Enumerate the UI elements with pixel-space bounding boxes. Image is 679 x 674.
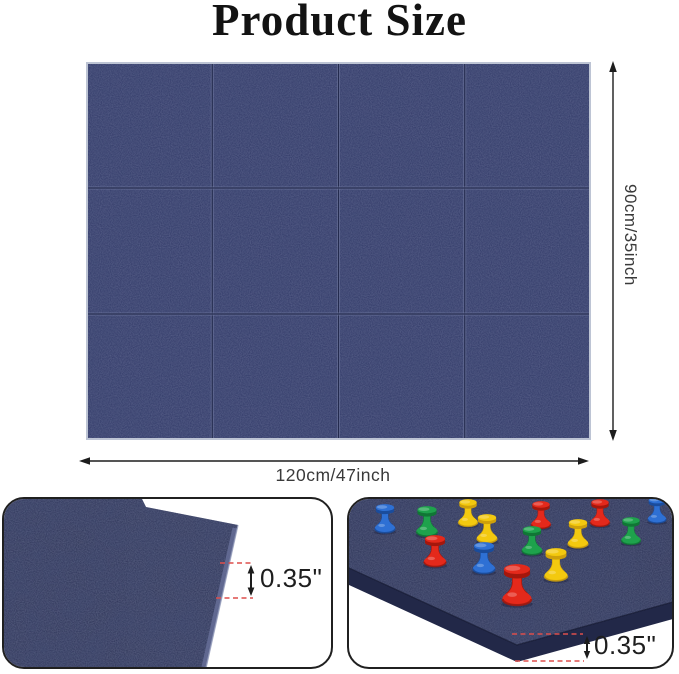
felt-tile-grid-image [86, 62, 591, 440]
thickness-label-right: 0.35" [594, 630, 657, 660]
thickness-measure-left [216, 562, 255, 599]
page-title: Product Size [212, 0, 467, 45]
felt-board-with-pins-image [349, 499, 672, 662]
pins-detail-card: 0.35" [347, 497, 674, 669]
thickness-detail-card: 0.35" [2, 497, 333, 669]
width-dimension-label: 120cm/47inch [275, 465, 391, 485]
width-dimension-arrow [79, 457, 589, 465]
height-dimension-label: 90cm/35inch [621, 184, 640, 286]
felt-corner-image [4, 499, 255, 667]
thickness-label-left: 0.35" [260, 563, 323, 593]
felt-board-thickness-edge [349, 568, 672, 662]
tile-seams [88, 64, 589, 438]
thickness-measure-right [512, 633, 591, 662]
height-dimension-arrow [609, 61, 617, 441]
